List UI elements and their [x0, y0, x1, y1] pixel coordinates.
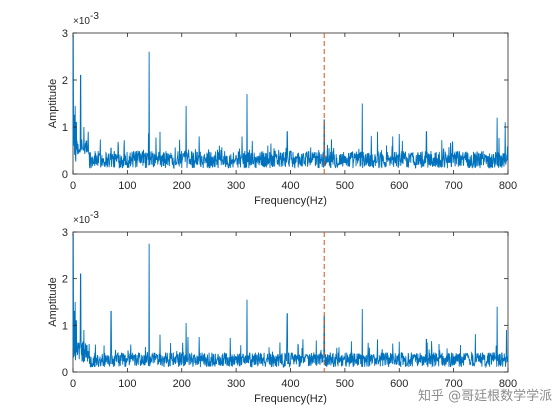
subplot-bottom: 0 100 200 300 400 500 600 700 800 0 1 2 3 ×10 -3 Freque…	[47, 210, 517, 405]
x-tick-label: 100	[118, 180, 136, 192]
y-tick-label: 3	[62, 227, 68, 239]
x-tick-label: 500	[336, 180, 354, 192]
subplot-top: 0 100 200 300 400 500 600 700 800 0 1 2 3 ×10 -3 Freque…	[47, 11, 517, 207]
x-tick-label: 200	[173, 378, 191, 390]
x-tick-label: 0	[70, 378, 76, 390]
y-exponent-power: -3	[90, 210, 99, 221]
x-tick-label: 800	[499, 378, 517, 390]
y-tick-label: 2	[62, 274, 68, 286]
y-tick-label: 1	[62, 320, 68, 332]
y-axis-title: Amptitude	[47, 277, 59, 327]
y-exponent-label: ×10	[73, 215, 90, 226]
y-exponent-power: -3	[90, 11, 99, 22]
x-tick-label: 300	[227, 378, 245, 390]
x-tick-label: 400	[281, 378, 299, 390]
y-axis-title: Amptitude	[47, 79, 59, 129]
x-tick-label: 800	[499, 180, 517, 192]
y-tick-label: 2	[62, 75, 68, 87]
x-tick-label: 400	[281, 180, 299, 192]
x-tick-label: 300	[227, 180, 245, 192]
plot-area	[72, 231, 509, 373]
x-tick-label: 600	[390, 180, 408, 192]
x-tick-label: 200	[173, 180, 191, 192]
x-tick-label: 700	[444, 180, 462, 192]
spectrum-line	[72, 35, 509, 170]
x-tick-label: 600	[390, 378, 408, 390]
y-tick-label: 1	[62, 122, 68, 134]
y-tick-label: 3	[62, 28, 68, 40]
x-tick-label: 700	[444, 378, 462, 390]
y-tick-label: 0	[62, 169, 68, 181]
x-tick-label: 500	[336, 378, 354, 390]
x-tick-label: 0	[70, 180, 76, 192]
x-axis-title: Frequency(Hz)	[254, 393, 327, 405]
y-exponent-label: ×10	[73, 16, 90, 27]
x-tick-label: 100	[118, 378, 136, 390]
spectrum-line	[72, 234, 509, 369]
y-tick-label: 0	[62, 367, 68, 379]
watermark-text: 知乎 @哥廷根数学学派	[418, 388, 552, 404]
x-axis-title: Frequency(Hz)	[254, 195, 327, 207]
